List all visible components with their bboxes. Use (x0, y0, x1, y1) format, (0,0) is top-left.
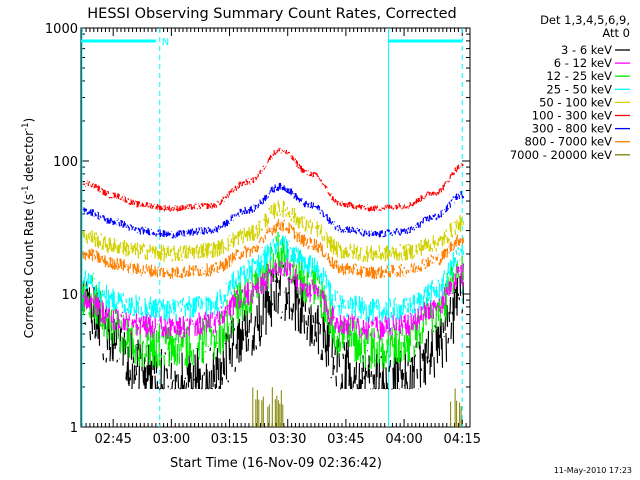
legend-label: 300 - 800 keV (532, 122, 612, 136)
x-tick-label: 04:15 (444, 432, 481, 447)
y-tick-label: 10 (61, 288, 78, 303)
series-line (82, 258, 465, 341)
series-line (82, 200, 465, 263)
legend-label: 25 - 50 keV (546, 82, 612, 96)
y-tick-labels: 1 10 100 1000 (45, 22, 78, 436)
chart-title: HESSI Observing Summary Count Rates, Cor… (87, 6, 456, 22)
legend-label: 12 - 25 keV (546, 69, 612, 83)
x-tick-label: 04:00 (385, 432, 422, 447)
series-line (82, 218, 465, 280)
x-tick-label: 02:45 (94, 432, 131, 447)
marker-label: N (162, 37, 169, 48)
x-tick-label: 03:45 (327, 432, 364, 447)
y-axis-title: Corrected Count Rate (s-1 detector-1) (21, 118, 36, 338)
x-tick-label: 03:15 (211, 432, 248, 447)
x-tick-label: 03:30 (269, 432, 306, 447)
axis-ticks (81, 27, 471, 428)
x-tick-label: 03:00 (153, 432, 190, 447)
series-line (82, 234, 465, 323)
series-line (82, 147, 465, 212)
series-layer (82, 147, 465, 390)
series-line (82, 182, 465, 239)
legend-label: 800 - 7000 keV (524, 135, 612, 149)
legend-label: 100 - 300 keV (532, 109, 612, 123)
legend-header-line2: Att 0 (602, 26, 630, 40)
burst-layer (252, 387, 462, 427)
legend-header-line1: Det 1,3,4,5,6,9, (540, 13, 630, 27)
y-tick-label: 1 (70, 421, 78, 436)
legend-label: 3 - 6 keV (561, 43, 612, 57)
x-axis-title: Start Time (16-Nov-09 02:36:42) (170, 456, 382, 471)
legend-label: 50 - 100 keV (539, 95, 612, 109)
observing-markers: N (81, 28, 463, 427)
y-tick-label: 100 (53, 155, 78, 170)
legend-label: 6 - 12 keV (554, 56, 612, 70)
x-tick-labels: 02:45 03:00 03:15 03:30 03:45 04:00 04:15 (94, 432, 481, 447)
y-tick-label: 1000 (45, 22, 78, 37)
legend-label: 7000 - 20000 keV (510, 148, 612, 162)
footer-date: 11-May-2010 17:23 (554, 466, 632, 475)
